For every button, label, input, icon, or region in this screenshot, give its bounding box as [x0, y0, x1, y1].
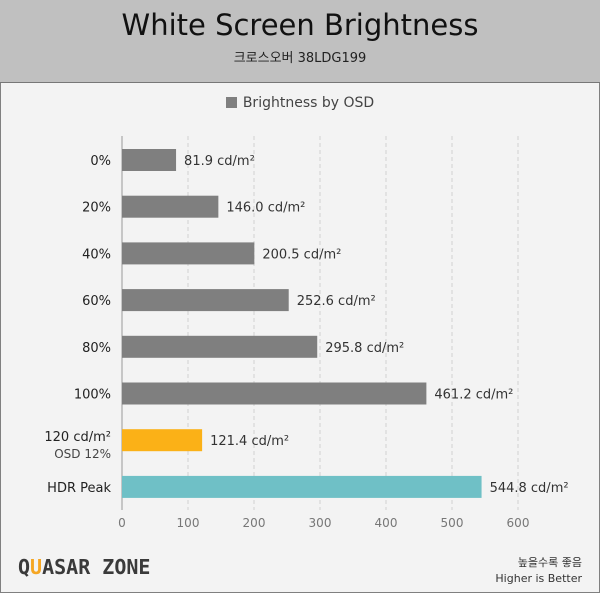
note-english: Higher is Better [495, 572, 582, 585]
bar [122, 149, 177, 171]
category-label: 0% [90, 154, 111, 169]
chart-header: White Screen Brightness 크로스오버 38LDG199 [0, 0, 600, 83]
bar-value-label: 252.6 cd/m² [297, 294, 376, 309]
bar [122, 335, 318, 358]
category-label: HDR Peak [47, 481, 111, 496]
bar-value-label: 544.8 cd/m² [490, 481, 569, 496]
legend: Brightness by OSD [0, 95, 600, 111]
bar-value-label: 200.5 cd/m² [262, 247, 341, 262]
category-label: 60% [82, 294, 111, 309]
category-label: 20% [82, 201, 111, 216]
x-tick-label: 300 [309, 516, 332, 530]
category-label: 100% [74, 388, 111, 403]
bar [122, 289, 289, 312]
bar-value-label: 146.0 cd/m² [226, 201, 305, 216]
x-tick-label: 600 [507, 516, 530, 530]
legend-label: Brightness by OSD [242, 95, 375, 111]
x-tick-label: 0 [118, 516, 126, 530]
bar [122, 475, 482, 498]
x-tick-label: 500 [441, 516, 464, 530]
bar [122, 382, 427, 405]
quasarzone-logo: QUASAR ZONE [18, 555, 151, 579]
category-label: 80% [82, 341, 111, 356]
x-tick-label: 200 [243, 516, 266, 530]
chart-subtitle: 크로스오버 38LDG199 [233, 51, 367, 66]
chart-title: White Screen Brightness [121, 8, 479, 42]
bar-value-label: 461.2 cd/m² [434, 388, 513, 403]
bar-value-label: 121.4 cd/m² [210, 434, 289, 449]
category-label: 40% [82, 247, 111, 262]
x-tick-label: 100 [177, 516, 200, 530]
higher-is-better-note: 높을수록 좋음 Higher is Better [495, 555, 582, 587]
bar [122, 242, 255, 265]
bar [122, 429, 203, 452]
bar-value-label: 295.8 cd/m² [325, 341, 404, 356]
category-sublabel: OSD 12% [54, 447, 111, 461]
note-korean: 높을수록 좋음 [517, 556, 582, 569]
legend-swatch [225, 97, 237, 108]
bar [122, 195, 219, 218]
bar-value-label: 81.9 cd/m² [184, 154, 255, 169]
x-tick-label: 400 [375, 516, 398, 530]
category-label: 120 cd/m² [44, 430, 111, 445]
